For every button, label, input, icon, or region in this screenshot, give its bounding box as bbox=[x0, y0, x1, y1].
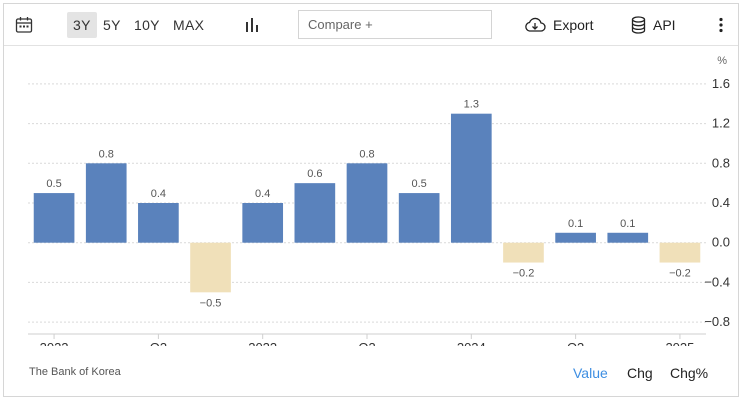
data-label: 0.1 bbox=[620, 218, 635, 230]
data-label: 0.4 bbox=[151, 188, 166, 200]
y-unit-label: % bbox=[717, 55, 727, 67]
x-tick-label: 2023 bbox=[248, 340, 277, 346]
bar[interactable] bbox=[450, 113, 492, 243]
x-tick-label: 2025 bbox=[665, 340, 694, 346]
chart-toolbar: 3Y 5Y 10Y MAX Compare + Export bbox=[4, 4, 738, 46]
data-label: 0.6 bbox=[307, 168, 322, 180]
database-icon bbox=[631, 15, 646, 34]
bar[interactable] bbox=[398, 193, 440, 243]
bar[interactable] bbox=[294, 183, 336, 243]
bar[interactable] bbox=[503, 242, 544, 263]
y-tick-label: −0.8 bbox=[704, 314, 730, 329]
view-value-tab[interactable]: Value bbox=[573, 365, 608, 381]
y-tick-label: 0.4 bbox=[712, 195, 730, 210]
api-label: API bbox=[653, 16, 676, 33]
bar[interactable] bbox=[85, 163, 127, 243]
view-chg-tab[interactable]: Chg bbox=[627, 365, 653, 381]
export-label: Export bbox=[553, 16, 594, 33]
range-10y-button[interactable]: 10Y bbox=[134, 17, 160, 33]
compare-input[interactable]: Compare + bbox=[298, 10, 492, 39]
view-chg-percent-tab[interactable]: Chg% bbox=[670, 365, 709, 381]
x-tick-label: Q3 bbox=[150, 340, 167, 346]
export-button[interactable]: Export bbox=[524, 4, 593, 45]
bar[interactable] bbox=[555, 232, 596, 243]
data-label: 0.8 bbox=[359, 148, 374, 160]
api-button[interactable]: API bbox=[631, 4, 676, 45]
kebab-menu-icon[interactable] bbox=[712, 4, 730, 45]
range-max-button[interactable]: MAX bbox=[173, 17, 205, 33]
bar[interactable] bbox=[33, 193, 75, 243]
cloud-download-icon bbox=[525, 17, 546, 32]
calendar-icon[interactable] bbox=[8, 4, 40, 45]
bar-chart-icon[interactable] bbox=[242, 4, 262, 45]
bar[interactable] bbox=[242, 203, 284, 243]
x-tick-label: 2022 bbox=[40, 340, 69, 346]
bar[interactable] bbox=[346, 163, 388, 243]
data-label: −0.2 bbox=[513, 268, 535, 280]
y-tick-label: 1.2 bbox=[712, 116, 730, 131]
y-tick-label: 0.8 bbox=[712, 155, 730, 170]
x-tick-label: Q3 bbox=[358, 340, 375, 346]
data-label: 0.8 bbox=[99, 148, 114, 160]
bar[interactable] bbox=[138, 203, 179, 243]
y-tick-label: 1.6 bbox=[712, 76, 730, 91]
data-label: 0.5 bbox=[46, 178, 61, 190]
bar[interactable] bbox=[190, 242, 231, 293]
x-tick-label: Q3 bbox=[567, 340, 584, 346]
data-label: 0.1 bbox=[568, 218, 583, 230]
bar-chart: % 0.5 0.8 0.4 −0.5 0.4 0.6 0.8 0.5 1.3 −0.2 0.1 0.1… bbox=[28, 55, 730, 346]
data-label: 1.3 bbox=[464, 99, 479, 111]
data-label: −0.5 bbox=[200, 297, 222, 309]
data-label: −0.2 bbox=[669, 268, 691, 280]
range-3y-button[interactable]: 3Y bbox=[67, 12, 97, 38]
y-tick-label: −0.4 bbox=[704, 274, 730, 289]
data-label: 0.4 bbox=[255, 188, 270, 200]
chart-widget: 3Y 5Y 10Y MAX Compare + Export bbox=[3, 3, 739, 397]
source-label[interactable]: The Bank of Korea bbox=[29, 366, 121, 378]
x-tick-label: 2024 bbox=[457, 340, 486, 346]
data-label: 0.5 bbox=[412, 178, 427, 190]
bar[interactable] bbox=[607, 232, 649, 243]
y-tick-label: 0.0 bbox=[712, 235, 730, 250]
range-5y-button[interactable]: 5Y bbox=[103, 17, 121, 33]
bar[interactable] bbox=[659, 242, 701, 263]
